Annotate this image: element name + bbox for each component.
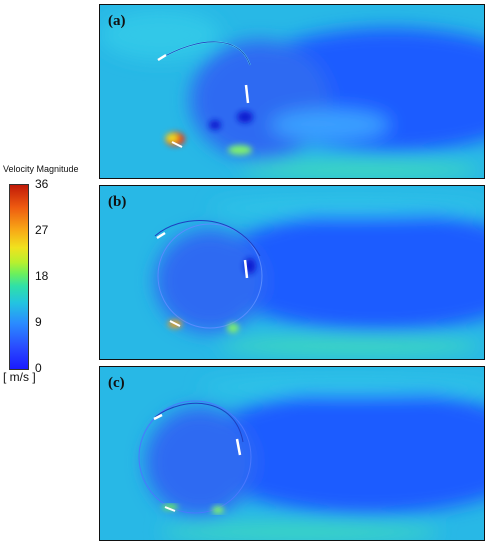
legend-title: Velocity Magnitude [3,164,79,174]
contour-panel-b: (b) [99,185,485,360]
panel-label-a: (a) [108,13,126,29]
colorbar [9,184,29,370]
velocity-contour-c [100,367,484,540]
panel-label-c: (c) [108,375,125,391]
colorbar-tick-0: 0 [35,361,42,375]
colorbar-unit: [ m/s ] [3,370,36,384]
panel-label-b: (b) [108,194,127,210]
colorbar-tick-36: 36 [35,177,49,191]
colorbar-tick-27: 27 [35,223,49,237]
colorbar-tick-18: 18 [35,269,49,283]
contour-panel-a: (a) [99,4,485,179]
colorbar-tick-9: 9 [35,315,42,329]
velocity-contour-a [100,5,484,178]
velocity-contour-b [100,186,484,359]
contour-panel-c: (c) [99,366,485,541]
